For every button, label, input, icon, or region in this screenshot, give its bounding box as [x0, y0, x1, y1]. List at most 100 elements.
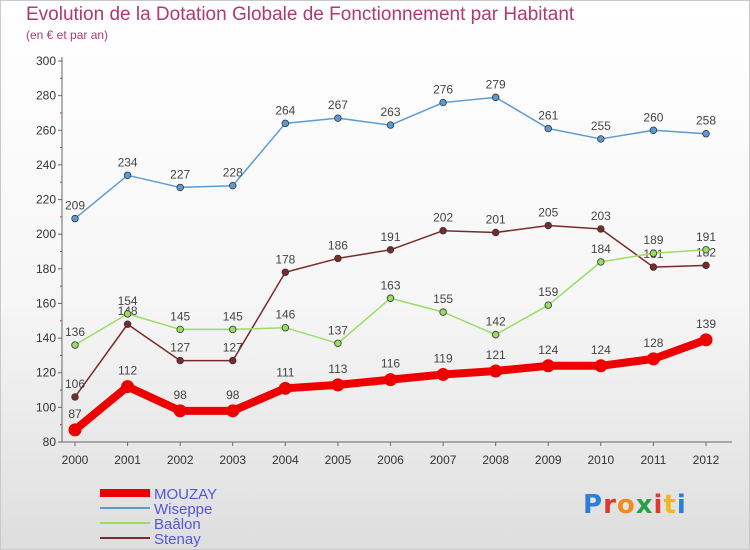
data-label: 154 — [118, 294, 138, 308]
data-point — [334, 339, 342, 347]
data-point — [699, 333, 713, 347]
data-label: 189 — [643, 233, 663, 247]
data-point — [541, 359, 555, 373]
y-tick-label: 100 — [36, 400, 56, 414]
legend-label-wiseppe: Wiseppe — [154, 501, 212, 518]
data-label: 159 — [538, 285, 558, 299]
data-point — [278, 381, 292, 395]
data-label: 136 — [65, 325, 85, 339]
logo-letter: t — [663, 490, 677, 520]
data-point — [439, 308, 447, 316]
data-label: 119 — [434, 351, 453, 365]
data-point — [491, 228, 500, 237]
data-label: 209 — [65, 199, 85, 213]
data-label: 87 — [68, 407, 82, 421]
data-label: 124 — [591, 343, 611, 357]
x-tick-label: 2009 — [535, 453, 562, 467]
logo-letter: i — [676, 490, 687, 520]
logo-letter: o — [616, 490, 636, 520]
data-label: 111 — [276, 365, 295, 379]
data-label: 191 — [380, 230, 400, 244]
data-point — [229, 181, 237, 190]
y-tick-label: 200 — [36, 227, 56, 241]
data-point — [334, 254, 342, 263]
data-label: 205 — [538, 206, 558, 220]
x-tick-label: 2008 — [482, 453, 509, 467]
data-label: 201 — [486, 212, 506, 226]
data-label: 279 — [486, 77, 506, 91]
data-label: 155 — [433, 292, 453, 306]
data-point — [331, 378, 345, 392]
y-tick-label: 280 — [36, 89, 56, 103]
x-tick-label: 2011 — [641, 453, 667, 467]
y-tick-label: 220 — [36, 193, 56, 207]
data-point — [386, 294, 395, 302]
y-tick-label: 240 — [36, 158, 56, 172]
data-point — [597, 258, 605, 266]
x-tick-label: 2000 — [62, 453, 89, 467]
data-label: 145 — [223, 309, 243, 323]
chart-subtitle: (en € et par an) — [26, 28, 109, 42]
data-label: 191 — [696, 230, 716, 244]
data-label: 234 — [118, 155, 138, 169]
x-tick-label: 2002 — [167, 453, 194, 467]
data-label: 267 — [328, 98, 348, 112]
x-tick-label: 2007 — [430, 453, 457, 467]
y-tick-label: 120 — [36, 366, 56, 380]
data-point — [646, 352, 660, 366]
x-tick-label: 2004 — [272, 453, 299, 467]
y-tick-label: 140 — [36, 331, 56, 345]
data-label: 106 — [65, 377, 85, 391]
data-label: 163 — [380, 278, 400, 292]
data-label: 260 — [643, 110, 663, 124]
data-point — [176, 356, 184, 365]
data-point — [597, 135, 605, 143]
data-label: 113 — [328, 362, 347, 376]
y-tick-label: 260 — [36, 123, 56, 137]
data-label: 202 — [433, 211, 453, 225]
data-label: 137 — [328, 323, 348, 337]
data-label: 127 — [170, 341, 190, 355]
data-label: 121 — [486, 348, 506, 362]
data-point — [334, 114, 342, 122]
data-point — [71, 393, 79, 401]
data-label: 263 — [380, 105, 400, 119]
data-point — [649, 249, 658, 257]
legend-label-mouzay: MOUZAY — [154, 486, 217, 503]
data-point — [226, 404, 240, 418]
legend-label-baâlon: Baâlon — [154, 516, 201, 533]
data-point — [386, 246, 395, 254]
data-label: 255 — [591, 119, 611, 133]
data-point — [702, 130, 710, 138]
data-label: 186 — [328, 238, 348, 252]
data-point — [489, 364, 503, 378]
data-point — [71, 341, 79, 349]
x-tick-label: 2003 — [219, 453, 246, 467]
data-point — [281, 268, 290, 276]
data-point — [281, 119, 290, 128]
data-point — [229, 325, 237, 334]
data-point — [439, 98, 447, 107]
logo-letter: P — [583, 490, 604, 520]
data-point — [281, 324, 290, 332]
data-point — [649, 126, 658, 134]
data-point — [436, 367, 450, 381]
data-point — [702, 246, 710, 254]
y-tick-label: 180 — [36, 262, 56, 276]
data-label: 124 — [538, 343, 558, 357]
x-tick-label: 2010 — [587, 453, 614, 467]
data-label: 146 — [275, 308, 295, 322]
data-point — [176, 183, 184, 192]
data-point — [544, 301, 552, 309]
data-label: 112 — [118, 364, 137, 378]
data-point — [597, 225, 605, 233]
data-label: 98 — [173, 388, 187, 402]
data-point — [439, 227, 447, 235]
data-point — [491, 93, 500, 102]
data-point — [702, 261, 710, 270]
data-point — [544, 124, 552, 133]
x-tick-label: 2005 — [325, 453, 352, 467]
data-point — [594, 359, 608, 373]
